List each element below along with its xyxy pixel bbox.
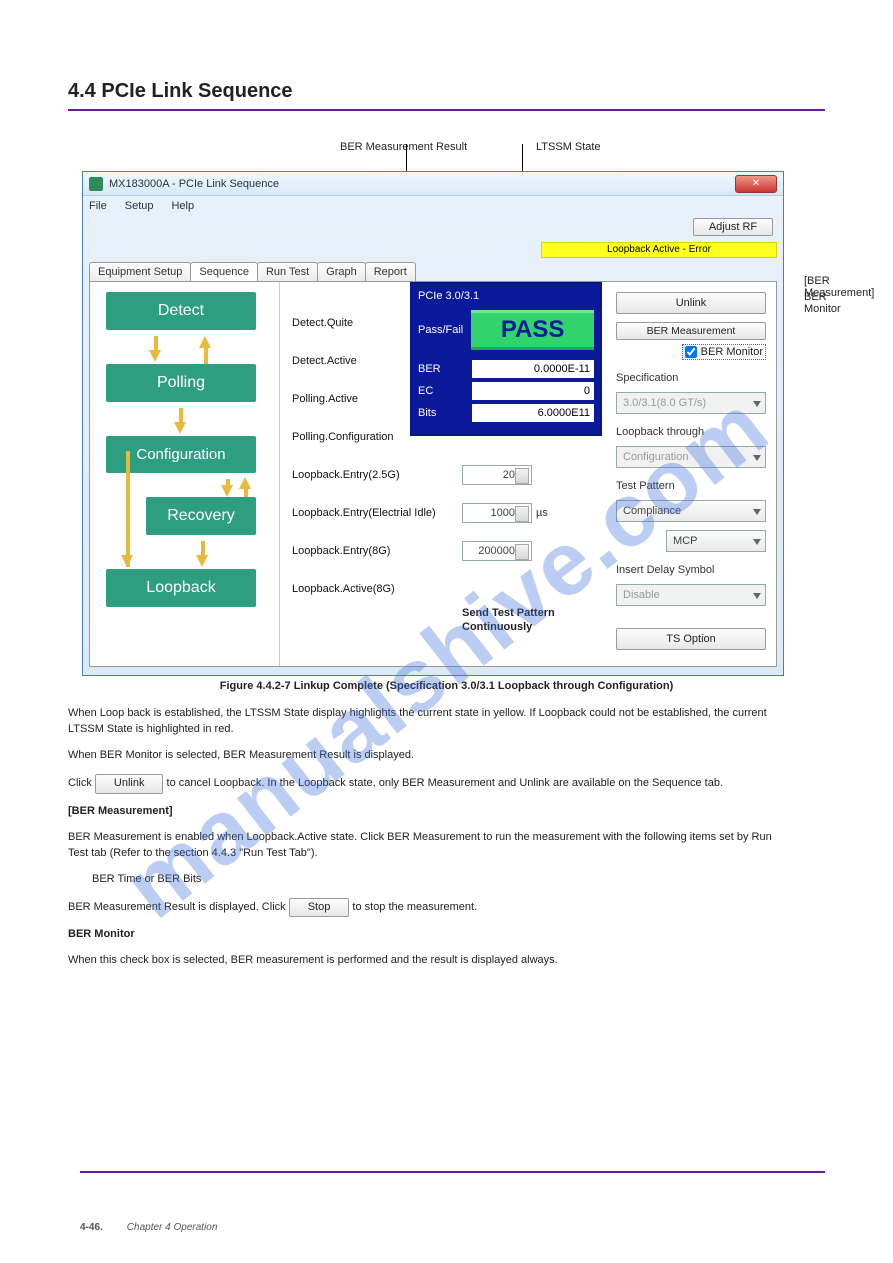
menubar: File Setup Help — [83, 196, 783, 216]
divider-bottom — [80, 1171, 825, 1173]
paragraph: When BER Monitor is selected, BER Measur… — [68, 748, 788, 764]
adjust-rf-button[interactable]: Adjust RF — [693, 218, 773, 236]
section-heading: 4.4 PCIe Link Sequence — [68, 80, 825, 103]
tab-report[interactable]: Report — [365, 262, 416, 281]
paragraph: When Loop back is established, the LTSSM… — [68, 706, 788, 738]
specification-label: Specification — [616, 372, 766, 384]
divider-top — [68, 109, 825, 111]
callout-ltssm-state: LTSSM State — [536, 141, 601, 153]
term-ber-monitor: BER Monitor — [68, 927, 788, 943]
right-panel: Unlink BER Measurement BER Monitor Speci… — [608, 282, 776, 666]
send-pattern-note: Send Test Pattern Continuously — [462, 606, 602, 635]
tab-graph[interactable]: Graph — [317, 262, 366, 281]
callout-ber-result: BER Measurement Result — [340, 141, 467, 153]
ber-monitor-checkbox-row[interactable]: BER Monitor — [682, 344, 766, 360]
metric-key: EC — [418, 385, 472, 397]
mcp-combo[interactable]: MCP — [666, 530, 766, 552]
ber-result-overlay: PCIe 3.0/3.1 Pass/Fail PASS BER0.0000E-1… — [410, 282, 602, 436]
app-window: MX183000A - PCIe Link Sequence ✕ File Se… — [82, 171, 784, 676]
tab-run-test[interactable]: Run Test — [257, 262, 318, 281]
metric-key: Bits — [418, 407, 472, 419]
stage-label: Loopback.Entry(8G) — [292, 545, 462, 557]
ber-measurement-button[interactable]: BER Measurement — [616, 322, 766, 340]
stage-label: Loopback.Entry(2.5G) — [292, 469, 462, 481]
titlebar: MX183000A - PCIe Link Sequence ✕ — [83, 172, 783, 196]
metric-value: 0 — [472, 382, 594, 400]
ltssm-status: Loopback Active - Error — [541, 242, 777, 258]
flow-node-recovery: Recovery — [146, 497, 256, 535]
ber-monitor-checkbox[interactable] — [685, 346, 697, 358]
footer: 4-46. Chapter 4 Operation — [80, 1222, 825, 1233]
figure-caption: Figure 4.4.2-7 Linkup Complete (Specific… — [68, 680, 825, 692]
menu-help[interactable]: Help — [171, 200, 194, 212]
paragraph: BER Measurement Result is displayed. Cli… — [68, 898, 788, 918]
test-pattern-combo[interactable]: Compliance — [616, 500, 766, 522]
list-item: BER Time or BER Bits — [92, 872, 788, 888]
metric-value: 6.0000E11 — [472, 404, 594, 422]
paragraph: When this check box is selected, BER mea… — [68, 953, 788, 969]
overlay-header: PCIe 3.0/3.1 — [418, 290, 594, 302]
tab-sequence[interactable]: Sequence — [190, 262, 258, 281]
callout-ber-monitor: BER Monitor — [804, 291, 841, 315]
window-title: MX183000A - PCIe Link Sequence — [109, 178, 735, 190]
page-number: 4-46. — [80, 1222, 103, 1233]
flow-node-loopback: Loopback — [106, 569, 256, 607]
unlink-button[interactable]: Unlink — [616, 292, 766, 314]
chapter-label: Chapter 4 Operation — [127, 1222, 218, 1233]
unlink-inline-button: Unlink — [95, 774, 164, 794]
menu-setup[interactable]: Setup — [125, 200, 154, 212]
body-text: When Loop back is established, the LTSSM… — [68, 706, 788, 969]
term-ber-measurement: [BER Measurement] — [68, 804, 788, 820]
ber-monitor-label: BER Monitor — [701, 346, 763, 358]
ts-option-button[interactable]: TS Option — [616, 628, 766, 650]
test-pattern-label: Test Pattern — [616, 480, 766, 492]
paragraph: Click Unlink to cancel Loopback. In the … — [68, 774, 788, 794]
insert-delay-combo[interactable]: Disable — [616, 584, 766, 606]
pass-badge: PASS — [471, 310, 594, 350]
close-button[interactable]: ✕ — [735, 175, 777, 193]
loopback-through-label: Loopback through — [616, 426, 766, 438]
specification-combo[interactable]: 3.0/3.1(8.0 GT/s) — [616, 392, 766, 414]
spin-entry-8g[interactable]: 200000 — [462, 541, 532, 561]
stage-label: Loopback.Entry(Electrial Idle) — [292, 507, 462, 519]
loopback-through-combo[interactable]: Configuration — [616, 446, 766, 468]
stop-inline-button: Stop — [289, 898, 350, 918]
tabstrip: Equipment Setup Sequence Run Test Graph … — [89, 262, 783, 281]
client-area: Detect Polling Configuration Recovery — [89, 281, 777, 667]
paragraph: BER Measurement is enabled when Loopback… — [68, 830, 788, 862]
flow-node-polling: Polling — [106, 364, 256, 402]
metric-value: 0.0000E-11 — [472, 360, 594, 378]
spin-entry-25g[interactable]: 20 — [462, 465, 532, 485]
unit-label: µs — [536, 507, 548, 519]
app-icon — [89, 177, 103, 191]
insert-delay-label: Insert Delay Symbol — [616, 564, 766, 576]
spin-entry-idle[interactable]: 1000 — [462, 503, 532, 523]
tab-equipment-setup[interactable]: Equipment Setup — [89, 262, 191, 281]
metric-key: BER — [418, 363, 472, 375]
flow-node-detect: Detect — [106, 292, 256, 330]
menu-file[interactable]: File — [89, 200, 107, 212]
passfail-label: Pass/Fail — [418, 324, 463, 336]
flow-diagram: Detect Polling Configuration Recovery — [90, 282, 280, 666]
stage-label: Loopback.Active(8G) — [292, 583, 462, 595]
